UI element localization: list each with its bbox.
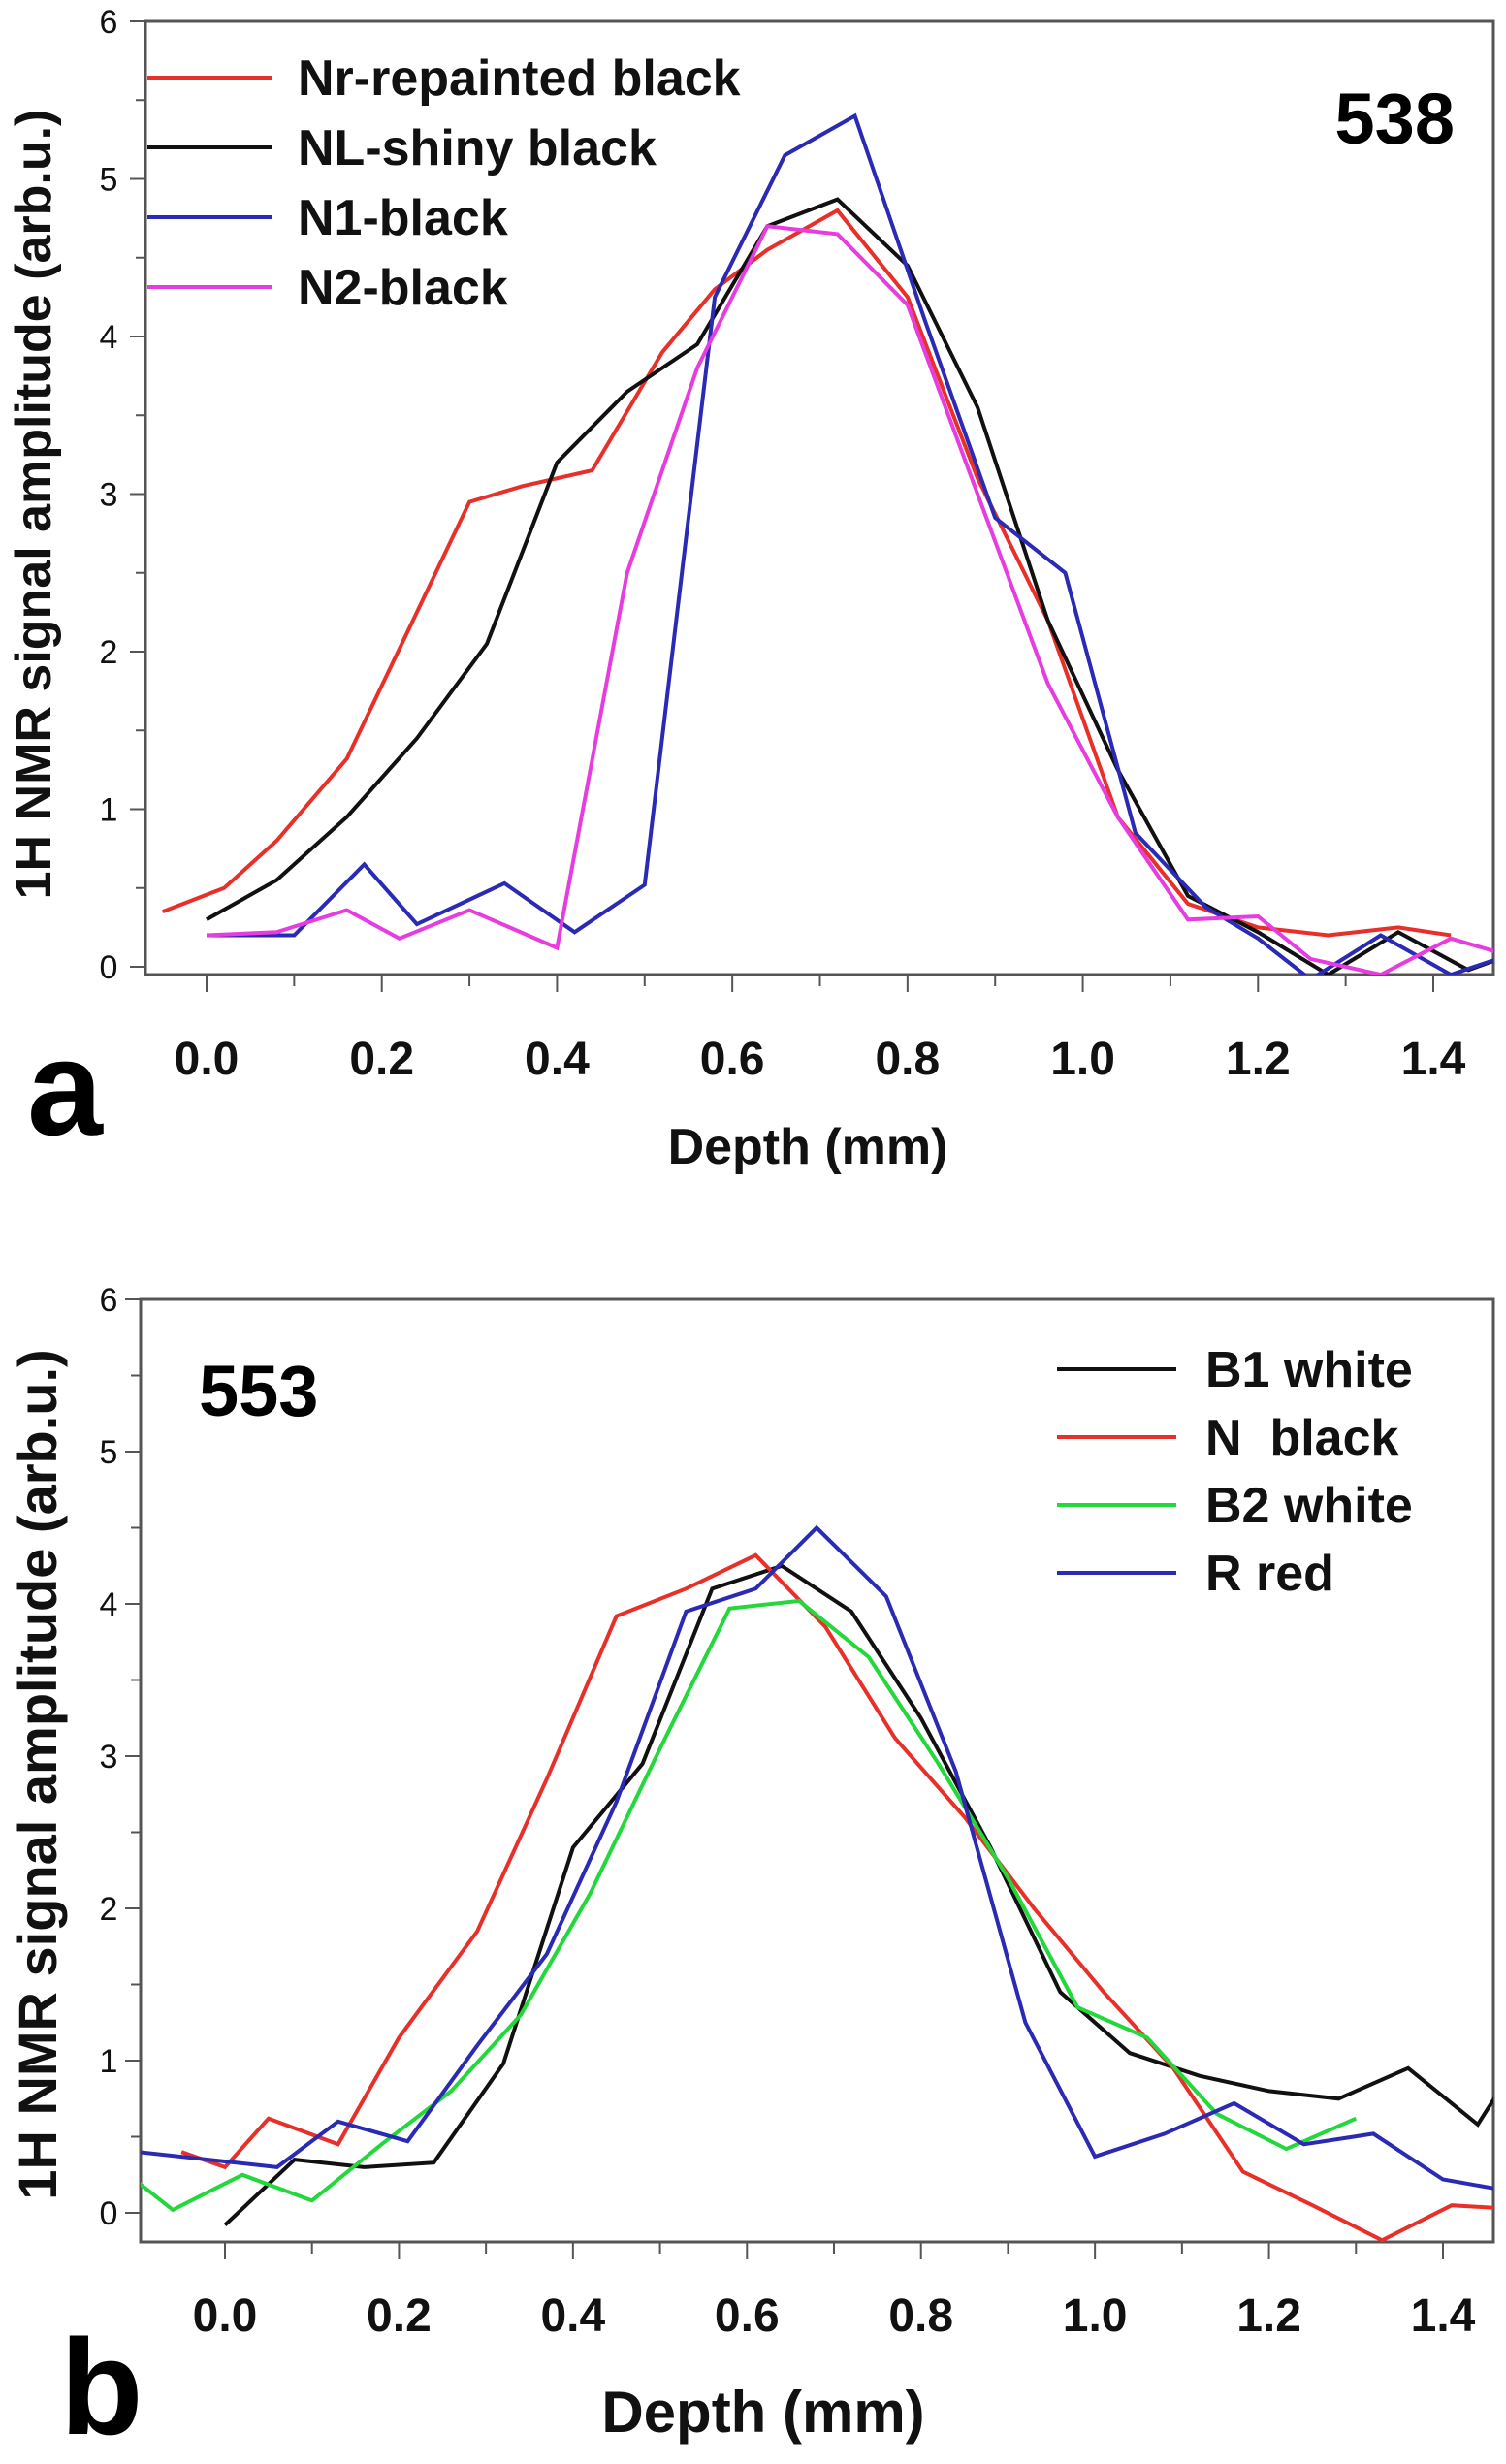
y-tick-label: 1	[100, 792, 118, 829]
x-tick-label: 0.4	[540, 2290, 605, 2342]
x-tick-label: 1.4	[1411, 2290, 1476, 2342]
x-tick-label: 1.2	[1236, 2290, 1301, 2342]
legend-label: NL-shiny black	[298, 120, 657, 176]
y-tick-label: 2	[100, 1891, 118, 1928]
legend-label: N black	[1205, 1410, 1398, 1466]
chart-panel-a: 0.0 0.2 0.4 0.6 0.8 1.0 1.2 1.4 0 1 2 3 4 5 6 Nr-repa…	[6, 4, 1495, 1175]
x-tick-label: 1.2	[1226, 1034, 1291, 1085]
series-line-n2-black	[206, 224, 1493, 975]
series-line-b1-white	[223, 1563, 1493, 2227]
x-tick-label: 0.2	[367, 2290, 432, 2342]
x-tick-label: 0.8	[888, 2290, 953, 2342]
legend-label: N2-black	[298, 260, 508, 316]
legend-label: R red	[1205, 1546, 1334, 1602]
series-lines	[141, 1524, 1493, 2242]
x-tick-label: 0.6	[700, 1034, 765, 1085]
series-line-nl-shiny-black	[206, 197, 1493, 975]
y-tick-label: 6	[100, 4, 118, 41]
x-axis-label: Depth (mm)	[668, 1119, 948, 1175]
y-tick-label: 2	[100, 634, 118, 671]
series-line-r-red	[141, 1524, 1493, 2191]
chart-panel-b: 0.0 0.2 0.4 0.6 0.8 1.0 1.2 1.4 0 1 2 3 4 5 6 B1 whit…	[7, 1282, 1495, 2463]
x-tick-label: 0.4	[525, 1034, 590, 1085]
x-tick-label: 1.0	[1050, 1034, 1115, 1085]
y-axis-label: 1H NMR signal amplitude (arb.u.)	[7, 1349, 68, 2199]
y-axis: 0 1 2 3 4 5 6	[100, 4, 145, 986]
y-axis: 0 1 2 3 4 5 6	[100, 1282, 141, 2232]
y-tick-label: 4	[100, 1586, 118, 1623]
panel-label: a	[27, 1011, 104, 1164]
x-tick-label: 1.4	[1401, 1034, 1466, 1085]
plot-frame	[139, 1297, 1495, 2244]
x-tick-label: 0.8	[875, 1034, 940, 1085]
y-tick-label: 3	[100, 1739, 118, 1776]
legend-label: B1 white	[1205, 1342, 1413, 1398]
x-axis: 0.0 0.2 0.4 0.6 0.8 1.0 1.2 1.4	[193, 2242, 1476, 2342]
y-axis-label: 1H NMR signal amplitude (arb.u.)	[6, 110, 62, 900]
y-tick-label: 5	[100, 1434, 118, 1471]
sample-annotation: 553	[199, 1351, 318, 1431]
y-tick-label: 5	[100, 162, 118, 199]
y-tick-label: 4	[100, 319, 118, 356]
y-tick-label: 6	[100, 1282, 118, 1319]
x-tick-label: 0.2	[349, 1034, 414, 1085]
x-tick-label: 1.0	[1063, 2290, 1128, 2342]
legend-label: B2 white	[1205, 1478, 1413, 1534]
y-tick-label: 0	[100, 949, 118, 986]
x-tick-label: 0.0	[193, 2290, 258, 2342]
series-line-b2-white	[141, 1598, 1358, 2213]
x-tick-label: 0.0	[175, 1034, 240, 1085]
series-line-n1-black	[207, 112, 1493, 975]
series-lines	[162, 112, 1493, 975]
x-tick-label: 0.6	[715, 2290, 780, 2342]
y-tick-label: 1	[100, 2043, 118, 2080]
sample-annotation: 538	[1335, 79, 1455, 159]
y-tick-label: 0	[100, 2195, 118, 2232]
legend: B1 white N black B2 white R red	[1057, 1342, 1413, 1602]
x-axis: 0.0 0.2 0.4 0.6 0.8 1.0 1.2 1.4	[175, 975, 1466, 1085]
y-tick-label: 3	[100, 477, 118, 514]
legend: Nr-repainted black NL-shiny black N1-black…	[147, 50, 741, 316]
panel-label: b	[60, 2311, 144, 2463]
series-line-n-black	[180, 1552, 1493, 2242]
legend-label: N1-black	[298, 190, 508, 246]
x-axis-label: Depth (mm)	[601, 2380, 924, 2445]
legend-label: Nr-repainted black	[298, 50, 741, 107]
